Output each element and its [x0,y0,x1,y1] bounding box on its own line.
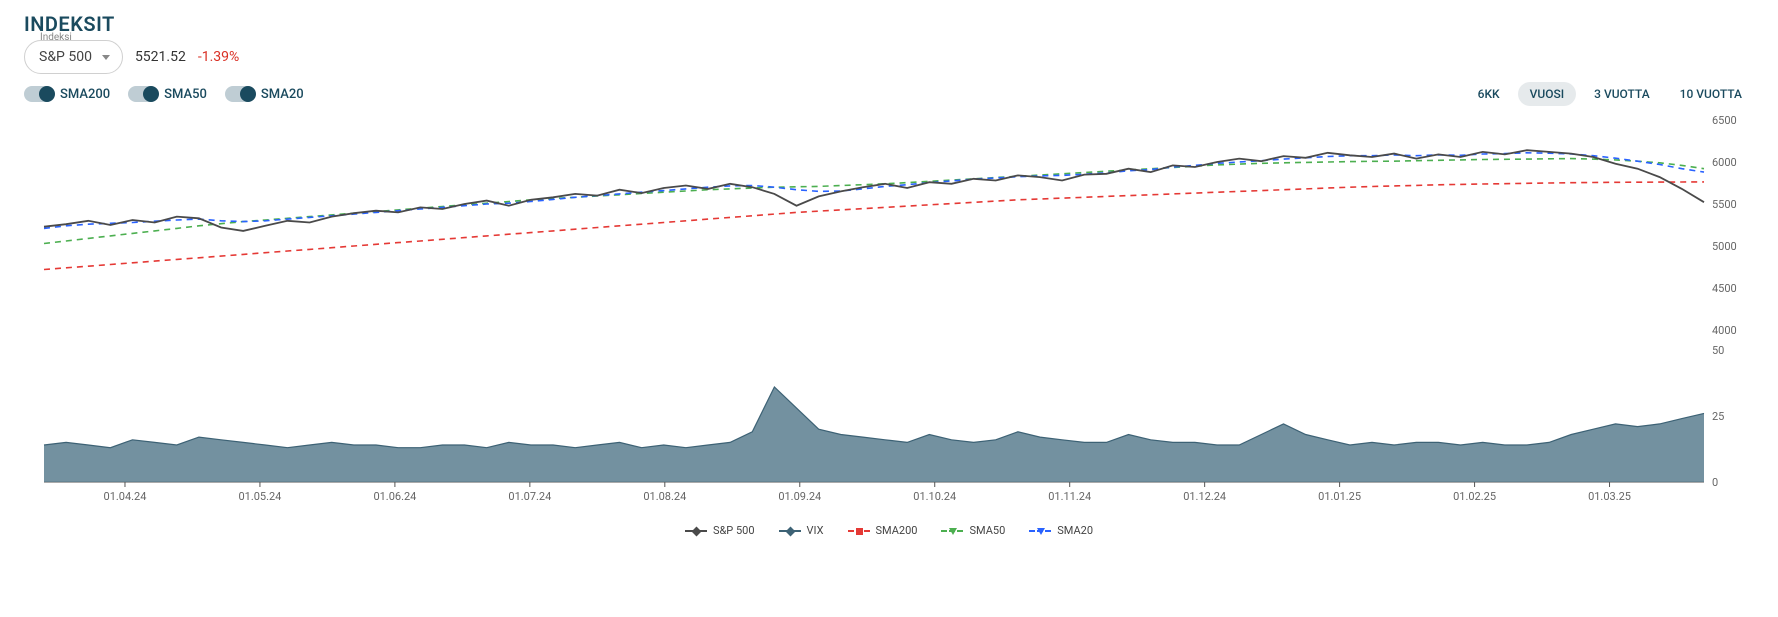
range-6kk[interactable]: 6KK [1466,82,1512,106]
legend-swatch-icon [779,530,801,532]
toggle-track-icon [128,86,158,102]
svg-text:01.06.24: 01.06.24 [373,490,416,503]
svg-text:01.08.24: 01.08.24 [643,490,686,503]
toggle-sma50[interactable]: SMA50 [128,86,207,102]
controls-row: SMA200 SMA50 SMA20 6KKVUOSI3 VUOTTA10 VUOT… [24,82,1754,106]
toggle-knob-icon [240,86,256,102]
svg-text:4000: 4000 [1712,324,1737,337]
range-3v[interactable]: 3 VUOTTA [1582,82,1662,106]
svg-text:01.11.24: 01.11.24 [1048,490,1091,503]
svg-text:6000: 6000 [1712,156,1737,169]
chart-legend: S&P 500 VIX SMA200 SMA50 SMA20 [24,524,1754,537]
svg-text:01.05.24: 01.05.24 [238,490,281,503]
legend-swatch-icon [848,530,870,532]
range-10v[interactable]: 10 VUOTTA [1668,82,1754,106]
legend-item-sma200[interactable]: SMA200 [848,524,918,537]
legend-label: SMA20 [1057,524,1093,537]
range-buttons: 6KKVUOSI3 VUOTTA10 VUOTTA [1466,82,1754,106]
legend-label: VIX [807,524,824,537]
svg-text:01.09.24: 01.09.24 [778,490,821,503]
svg-text:5000: 5000 [1712,240,1737,253]
index-price: 5521.52 [135,49,186,65]
legend-marker-icon [691,526,701,536]
legend-swatch-icon [1029,530,1051,532]
selector-row: Indeksi S&P 500 5521.52 -1.39% [24,40,1754,74]
svg-text:4500: 4500 [1712,282,1737,295]
toggle-label: SMA50 [164,87,207,102]
svg-text:01.12.24: 01.12.24 [1183,490,1226,503]
legend-swatch-icon [941,530,963,532]
toggle-track-icon [225,86,255,102]
toggle-sma20[interactable]: SMA20 [225,86,304,102]
svg-text:0: 0 [1712,476,1718,489]
legend-item-sma20[interactable]: SMA20 [1029,524,1093,537]
svg-text:6500: 6500 [1712,114,1737,127]
toggle-sma200[interactable]: SMA200 [24,86,110,102]
svg-text:01.07.24: 01.07.24 [508,490,551,503]
svg-text:25: 25 [1712,410,1724,423]
index-change: -1.39% [198,49,239,65]
toggle-label: SMA200 [60,87,110,102]
index-dropdown-wrap: Indeksi S&P 500 [24,40,123,74]
legend-marker-icon [785,526,795,536]
toggle-knob-icon [143,86,159,102]
svg-text:50: 50 [1712,344,1724,357]
svg-text:01.01.25: 01.01.25 [1318,490,1361,503]
legend-marker-icon [949,528,957,535]
legend-swatch-icon [685,530,707,532]
range-vuosi[interactable]: VUOSI [1518,82,1577,106]
page-title: INDEKSIT [24,12,1754,36]
sma-toggles: SMA200 SMA50 SMA20 [24,86,304,102]
svg-text:5500: 5500 [1712,198,1737,211]
legend-item-vix[interactable]: VIX [779,524,824,537]
chart-container: 4000 4500 5000 5500 6000 6500 0 25 50 01.04.24 01.… [24,112,1754,516]
chevron-down-icon [102,55,110,60]
legend-marker-icon [1037,528,1045,535]
svg-text:01.03.25: 01.03.25 [1588,490,1631,503]
svg-text:01.04.24: 01.04.24 [104,490,147,503]
dropdown-selected: S&P 500 [39,49,92,65]
svg-text:01.02.25: 01.02.25 [1453,490,1496,503]
legend-item-sma50[interactable]: SMA50 [941,524,1005,537]
toggle-label: SMA20 [261,87,304,102]
legend-marker-icon [856,528,863,535]
legend-label: SMA200 [876,524,918,537]
index-dropdown[interactable]: S&P 500 [24,40,123,74]
toggle-track-icon [24,86,54,102]
legend-label: SMA50 [969,524,1005,537]
svg-text:01.10.24: 01.10.24 [913,490,956,503]
legend-label: S&P 500 [713,524,755,537]
legend-item-sp500[interactable]: S&P 500 [685,524,755,537]
line-chart: 4000 4500 5000 5500 6000 6500 0 25 50 01.04.24 01.… [24,112,1754,512]
toggle-knob-icon [39,86,55,102]
